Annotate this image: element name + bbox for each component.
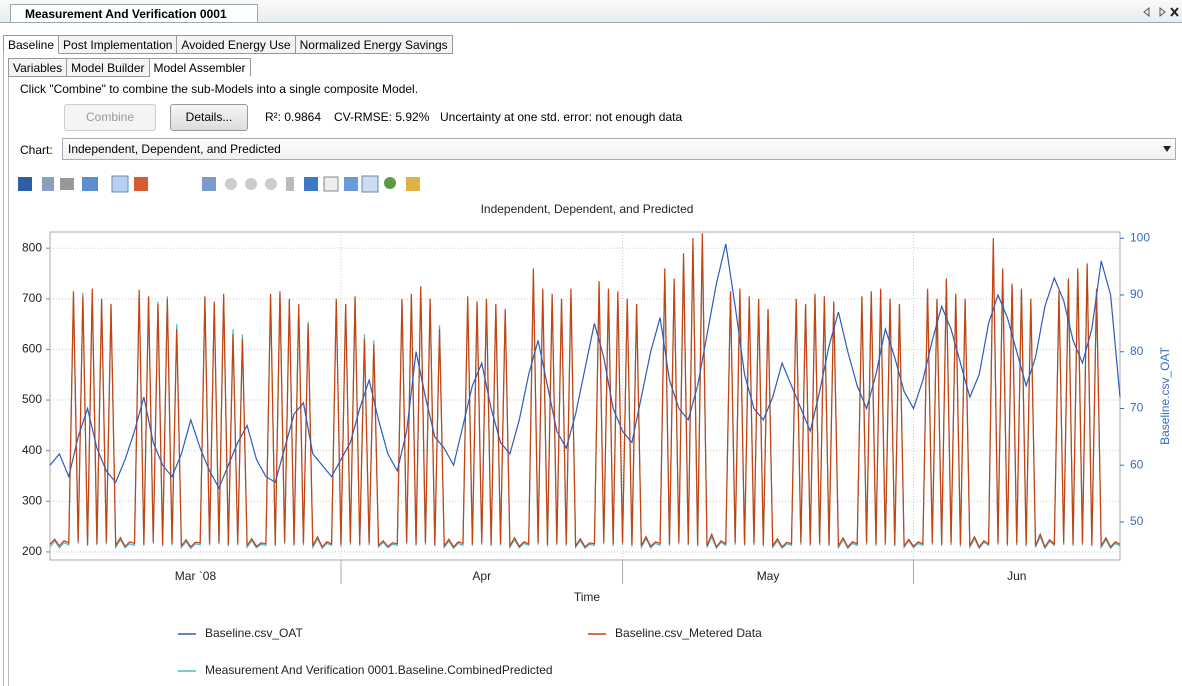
legend-label: Baseline.csv_Metered Data	[615, 626, 762, 640]
tab[interactable]: Model Builder	[67, 58, 150, 77]
x-tick-label: May	[757, 569, 780, 583]
tab[interactable]: Avoided Energy Use	[177, 35, 296, 54]
sub-tabs: Variables Model Builder Model Assembler	[8, 58, 251, 77]
document-tab-strip	[0, 0, 1182, 22]
icon[interactable]	[304, 177, 318, 191]
toolbar	[18, 175, 420, 193]
tab[interactable]: Post Implementation	[59, 35, 178, 54]
tab[interactable]: Model Assembler	[149, 58, 251, 77]
combine-button[interactable]: Combine	[64, 104, 156, 131]
icon[interactable]	[134, 177, 148, 191]
details-button[interactable]: Details...	[170, 104, 248, 131]
plot-area	[49, 231, 1121, 561]
uncertainty: Uncertainty at one std. error: not enoug…	[440, 110, 683, 124]
icon[interactable]	[60, 178, 74, 190]
icon[interactable]	[202, 177, 216, 191]
combo-value: Independent, Dependent, and Predicted	[68, 142, 281, 156]
y2-tick-label: 50	[1130, 514, 1144, 528]
frame-line	[8, 77, 9, 686]
chart-title: Independent, Dependent, and Predicted	[481, 202, 694, 216]
instruction: Click "Combine" to combine the sub-Model…	[20, 82, 419, 96]
icon[interactable]	[406, 177, 420, 191]
icon[interactable]	[384, 177, 396, 189]
y2-tick-label: 80	[1130, 344, 1144, 358]
icon[interactable]	[18, 177, 32, 191]
legend-label: Baseline.csv_OAT	[205, 626, 303, 640]
icon[interactable]	[323, 176, 339, 192]
document-tab[interactable]: Measurement And Verification 0001	[10, 4, 258, 22]
y-tick-label: 800	[22, 240, 42, 254]
r-squared: R²: 0.9864	[265, 110, 322, 124]
tab-strip-border	[0, 22, 1182, 23]
y2-axis-label: Baseline.csv_OAT	[1158, 346, 1172, 444]
series-line	[49, 243, 1121, 490]
y2-tick-label: 100	[1130, 230, 1150, 244]
x-tick-label: Mar `08	[175, 569, 217, 583]
icon[interactable]	[245, 178, 257, 190]
y-tick-label: 700	[22, 291, 42, 305]
icon[interactable]	[344, 177, 358, 191]
cv-rmse: CV-RMSE: 5.92%	[334, 110, 430, 124]
y-tick-label: 300	[22, 493, 42, 507]
chart-combobox[interactable]: Independent, Dependent, and Predicted	[62, 138, 1176, 160]
icon[interactable]	[286, 177, 294, 191]
icon[interactable]	[42, 177, 54, 191]
legend-label: Measurement And Verification 0001.Baseli…	[205, 663, 553, 677]
icon[interactable]	[111, 175, 129, 193]
chart-label: Chart:	[20, 143, 53, 157]
combo-arrow	[1163, 146, 1171, 152]
tab[interactable]: Normalized Energy Savings	[295, 35, 453, 54]
x-tick-label: Apr	[472, 569, 491, 583]
icon[interactable]	[361, 175, 379, 193]
tab[interactable]: Baseline	[3, 35, 60, 54]
x-tick-label: Jun	[1007, 569, 1026, 583]
y-tick-label: 600	[22, 342, 42, 356]
frame-line	[3, 35, 4, 686]
y2-tick-label: 90	[1130, 287, 1144, 301]
chart: Independent, Dependent, and Predicted Ti…	[22, 202, 1172, 677]
y2-tick-label: 70	[1130, 401, 1144, 415]
y2-tick-label: 60	[1130, 457, 1144, 471]
x-axis-label: Time	[574, 590, 601, 604]
tab[interactable]: Variables	[8, 58, 68, 77]
y-tick-label: 500	[22, 392, 42, 406]
y-tick-label: 200	[22, 544, 42, 558]
main-tabs: Baseline Post Implementation Avoided Ene…	[3, 35, 453, 54]
tab-nav-icons[interactable]	[1140, 6, 1180, 18]
icon[interactable]	[82, 177, 98, 191]
series-line	[49, 233, 1121, 549]
y-tick-label: 400	[22, 443, 42, 457]
series-line	[49, 240, 1121, 550]
icon[interactable]	[225, 178, 237, 190]
icon[interactable]	[265, 178, 277, 190]
